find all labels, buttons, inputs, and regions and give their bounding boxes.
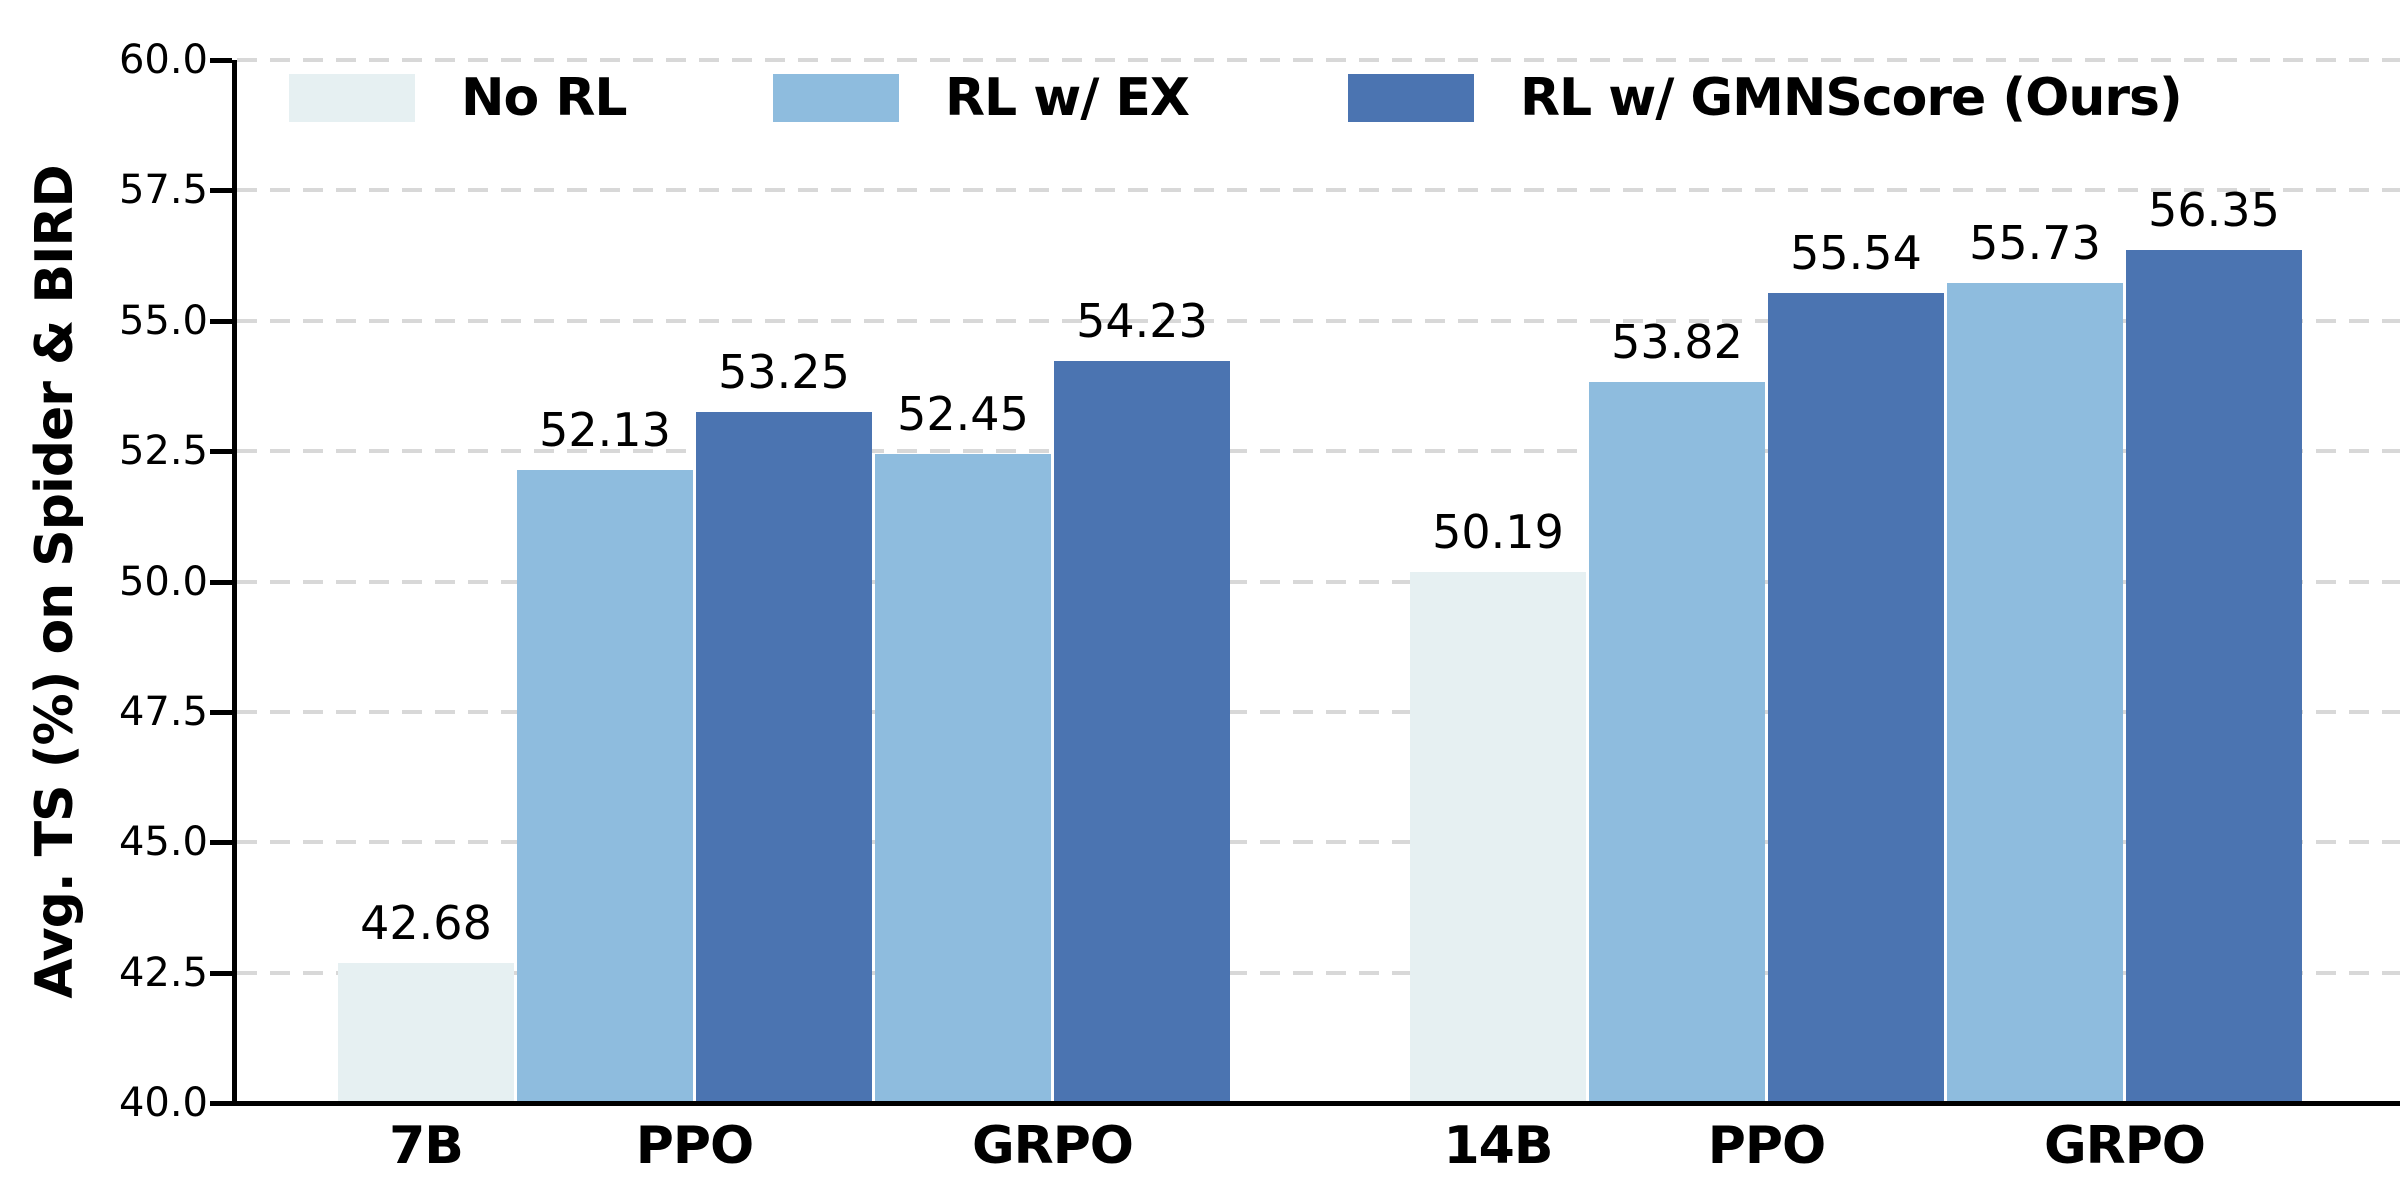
y-gridline bbox=[237, 318, 2400, 323]
legend-swatch-no-rl bbox=[289, 74, 415, 122]
y-gridline bbox=[237, 709, 2400, 714]
y-gridline bbox=[237, 58, 2400, 62]
y-gridline bbox=[237, 449, 2400, 454]
legend-swatch-rl-gmnscore bbox=[1348, 74, 1474, 122]
bar-value-label: 53.25 bbox=[718, 345, 850, 399]
y-tick-mark bbox=[210, 188, 232, 194]
bar-value-label: 52.13 bbox=[539, 403, 671, 458]
y-tick-mark bbox=[210, 970, 232, 976]
y-tick-label: 47.5 bbox=[118, 688, 208, 735]
bar-value-label: 55.73 bbox=[1969, 215, 2101, 270]
bar-value-label: 53.82 bbox=[1611, 315, 1743, 370]
bar-value-label: 50.19 bbox=[1432, 504, 1564, 559]
y-tick-mark bbox=[210, 840, 232, 846]
y-tick-label: 57.5 bbox=[118, 167, 208, 214]
legend-swatch-rl-ex bbox=[773, 74, 899, 122]
bar-no-rl-7b bbox=[338, 963, 514, 1103]
x-axis-spine bbox=[232, 1101, 2400, 1106]
bar-value-label: 56.35 bbox=[2148, 183, 2280, 238]
bar-rl-w-ex-ppo bbox=[1589, 382, 1765, 1103]
x-tick-label-grpo: GRPO bbox=[971, 1116, 1134, 1176]
y-tick-mark bbox=[210, 1101, 232, 1106]
y-tick-label: 60.0 bbox=[118, 37, 208, 83]
y-tick-label: 55.0 bbox=[118, 297, 208, 344]
y-tick-mark bbox=[210, 449, 232, 455]
legend-label: RL w/ EX bbox=[945, 68, 1190, 128]
y-gridline bbox=[237, 579, 2400, 584]
y-tick-label: 40.0 bbox=[118, 1080, 208, 1126]
x-tick-label-14b: 14B bbox=[1443, 1116, 1554, 1176]
y-tick-mark bbox=[210, 709, 232, 715]
y-axis-spine bbox=[232, 60, 237, 1106]
legend-entry-rl-ex: RL w/ EX bbox=[773, 68, 1190, 128]
bar-value-label: 52.45 bbox=[897, 386, 1029, 441]
y-gridline bbox=[237, 188, 2400, 193]
bar-rl-w-gmnscore-ours--ppo bbox=[696, 412, 872, 1103]
legend-label: RL w/ GMNScore (Ours) bbox=[1520, 68, 2183, 128]
bar-rl-w-gmnscore-ours--grpo bbox=[1054, 360, 1230, 1103]
y-tick-label: 42.5 bbox=[118, 949, 208, 996]
x-tick-label-7b: 7B bbox=[389, 1116, 464, 1176]
x-tick-label-grpo: GRPO bbox=[2043, 1116, 2206, 1176]
legend-label: No RL bbox=[461, 68, 628, 128]
x-tick-label-ppo: PPO bbox=[635, 1116, 754, 1176]
bar-rl-w-gmnscore-ours--ppo bbox=[1768, 292, 1944, 1103]
y-gridline bbox=[237, 840, 2400, 845]
bar-value-label: 54.23 bbox=[1076, 293, 1208, 348]
y-gridline bbox=[237, 970, 2400, 975]
y-tick-mark bbox=[210, 579, 232, 585]
bar-rl-w-ex-ppo bbox=[517, 470, 693, 1103]
y-tick-label: 50.0 bbox=[118, 558, 208, 605]
bar-rl-w-ex-grpo bbox=[1947, 282, 2123, 1103]
y-tick-label: 52.5 bbox=[118, 428, 208, 475]
y-tick-mark bbox=[210, 318, 232, 324]
bar-rl-w-ex-grpo bbox=[875, 453, 1051, 1103]
bar-no-rl-14b bbox=[1410, 571, 1586, 1103]
bar-value-label: 55.54 bbox=[1790, 225, 1922, 280]
y-tick-mark bbox=[210, 58, 232, 63]
y-tick-label: 45.0 bbox=[118, 819, 208, 866]
x-tick-label-ppo: PPO bbox=[1707, 1116, 1826, 1176]
legend-entry-rl-gmnscore: RL w/ GMNScore (Ours) bbox=[1348, 68, 2183, 128]
legend-entry-no-rl: No RL bbox=[289, 68, 628, 128]
bar-rl-w-gmnscore-ours--grpo bbox=[2126, 250, 2302, 1103]
bar-value-label: 42.68 bbox=[360, 896, 492, 951]
